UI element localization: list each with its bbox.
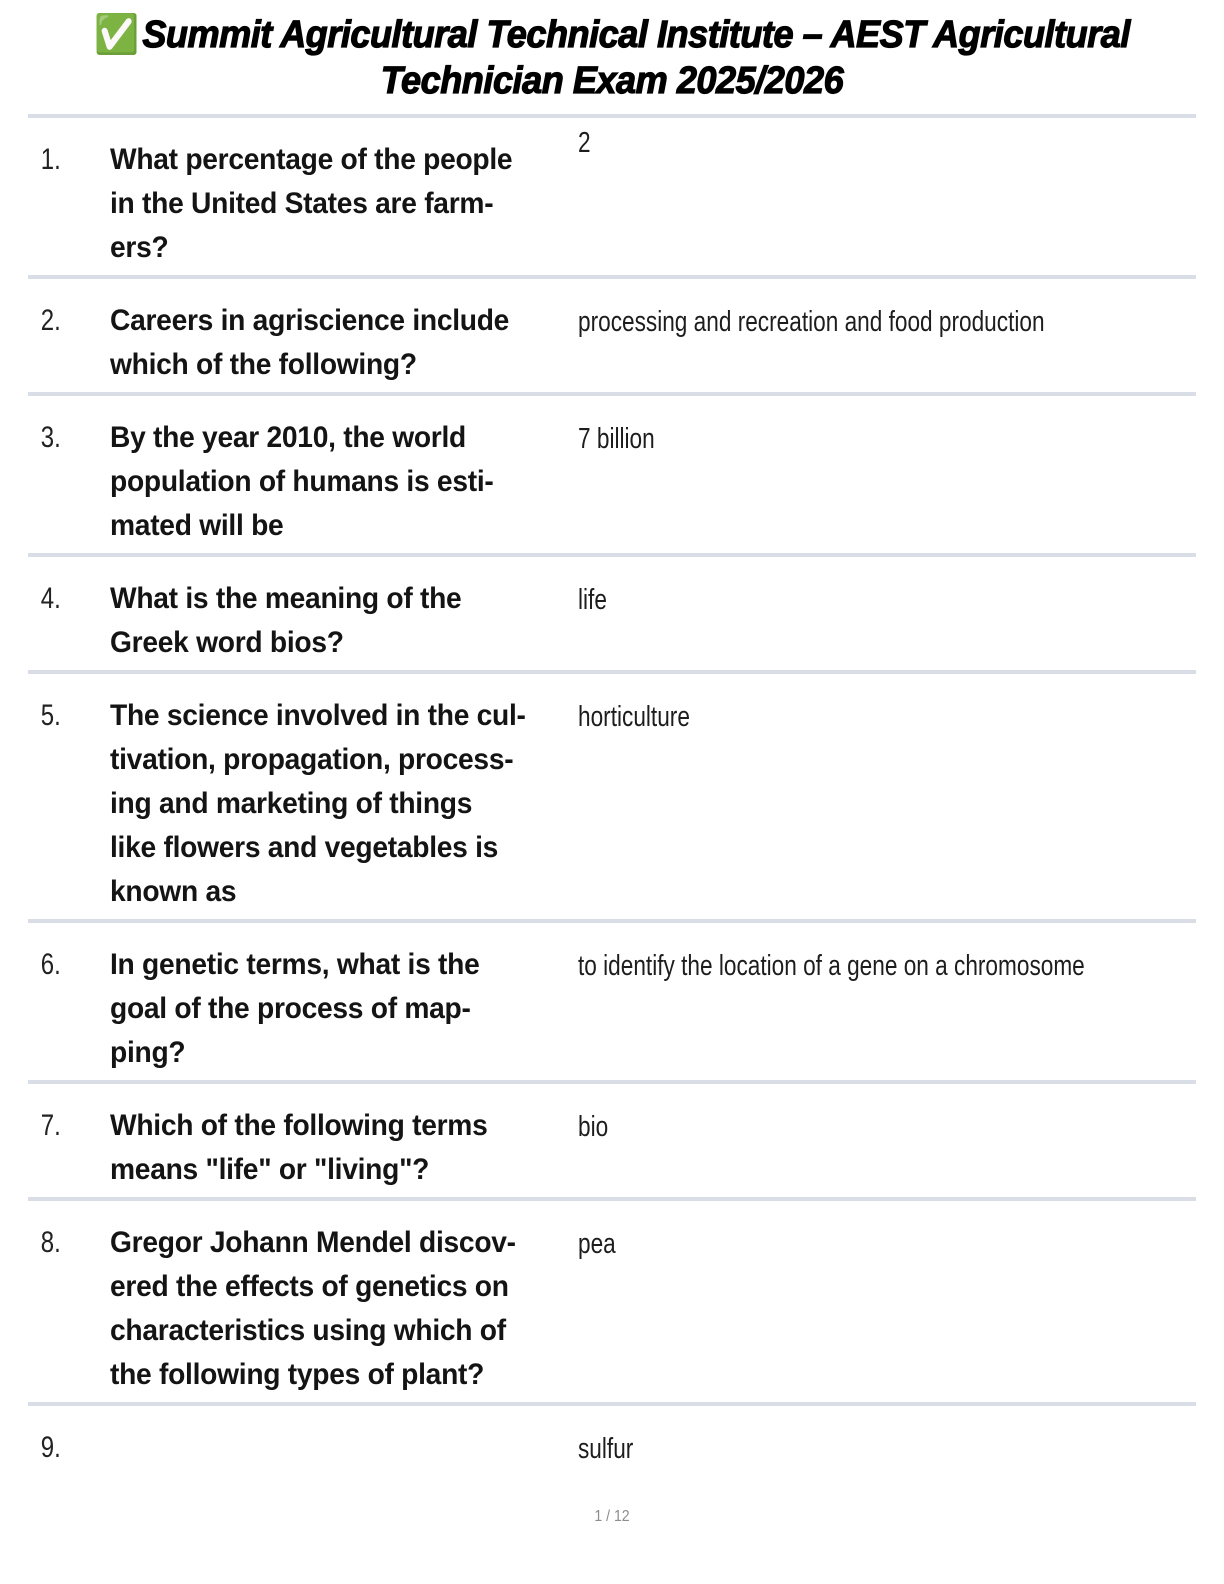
answer-text: processing and recreation and food produ… (578, 306, 1045, 338)
title-line-1: Summit Agricultural Technical Institute … (142, 13, 1131, 56)
question-text: By the year 2010, the world population o… (110, 421, 494, 542)
question-text: Gregor Johann Mendel discov- ered the ef… (110, 1226, 516, 1391)
question-number: 2. (40, 304, 61, 337)
page-title: ✅ Summit Agricultural Technical Institute… (57, 12, 1167, 104)
title-line-2: Technician Exam 2025/2026 (380, 59, 844, 102)
answer-text: 7 billion (578, 423, 655, 455)
question-number: 3. (40, 421, 61, 454)
qa-row-7: 7. Which of the following terms means "l… (28, 1084, 1196, 1201)
answer-text: bio (578, 1111, 609, 1143)
qa-row-6: 6. In genetic terms, what is the goal of… (28, 923, 1196, 1084)
question-text: Careers in agriscience include which of … (110, 304, 510, 381)
question-text: What percentage of the people in the Uni… (110, 143, 513, 264)
qa-row-3: 3. By the year 2010, the world populatio… (28, 396, 1196, 557)
check-icon: ✅ (94, 14, 140, 57)
qa-row-1: 1. What percentage of the people in the … (28, 118, 1196, 279)
question-number: 5. (40, 699, 61, 732)
page-number-indicator: 1 / 12 (594, 1508, 630, 1525)
question-number: 8. (40, 1226, 61, 1259)
answer-text: horticulture (578, 701, 690, 733)
question-text (110, 1426, 580, 1470)
answer-text: 2 (578, 127, 591, 159)
question-number: 9. (40, 1431, 61, 1464)
question-text: The science involved in the cul- tivatio… (110, 699, 526, 908)
document-header: ✅ Summit Agricultural Technical Institute… (28, 0, 1196, 118)
question-text: What is the meaning of the Greek word bi… (110, 582, 462, 659)
qa-row-9: 9. sulfur (28, 1406, 1196, 1475)
answer-text: life (578, 584, 607, 616)
question-text: In genetic terms, what is the goal of th… (110, 948, 480, 1069)
qa-row-2: 2. Careers in agriscience include which … (28, 279, 1196, 396)
answer-text: to identify the location of a gene on a … (578, 950, 1085, 982)
question-number: 1. (40, 143, 61, 176)
question-number: 4. (40, 582, 61, 615)
question-number: 7. (40, 1109, 61, 1142)
qa-row-8: 8. Gregor Johann Mendel discov- ered the… (28, 1201, 1196, 1406)
qa-row-4: 4. What is the meaning of the Greek word… (28, 557, 1196, 674)
qa-row-5: 5. The science involved in the cul- tiva… (28, 674, 1196, 923)
answer-text: pea (578, 1228, 616, 1260)
question-text: Which of the following terms means "life… (110, 1109, 488, 1186)
question-number: 6. (40, 948, 61, 981)
answer-text: sulfur (578, 1433, 634, 1465)
